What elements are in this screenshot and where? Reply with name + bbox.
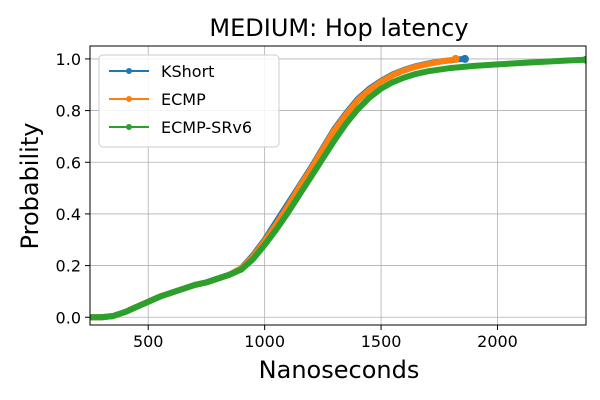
x-tick-label: 1500 — [361, 332, 402, 351]
y-tick-label: 0.4 — [56, 205, 81, 224]
series-line-ecmp-srv6 — [90, 56, 586, 321]
legend-marker — [126, 124, 132, 130]
y-tick-label: 0.0 — [56, 308, 81, 327]
series-end-point-ecmp — [451, 54, 460, 63]
y-tick-label: 0.6 — [56, 153, 81, 172]
legend-box — [98, 54, 280, 148]
x-axis-title: Nanoseconds — [259, 356, 420, 384]
y-axis-title: Probability — [16, 123, 44, 250]
ticks: 500 1000 1500 2000 0.0 0.2 0.4 0.6 0.8 1.0 — [56, 50, 518, 351]
legend: KShort ECMP ECMP-SRv6 — [98, 54, 280, 148]
x-tick-label: 500 — [133, 332, 164, 351]
legend-item-ecmp-srv6: ECMP-SRv6 — [109, 118, 252, 137]
series-layer — [90, 54, 586, 321]
y-tick-label: 1.0 — [56, 50, 81, 69]
series-end-point-ecmp-srv6 — [582, 55, 586, 64]
legend-label: KShort — [161, 62, 214, 81]
legend-marker — [126, 96, 132, 102]
series-ecmp-srv6 — [90, 55, 586, 321]
plot-frame — [89, 45, 587, 326]
legend-marker — [126, 68, 132, 74]
legend-label: ECMP-SRv6 — [161, 118, 252, 137]
grid — [90, 46, 586, 325]
x-tick-label: 2000 — [477, 332, 518, 351]
legend-item-kshort: KShort — [109, 62, 214, 81]
legend-label: ECMP — [161, 90, 206, 109]
x-tick-label: 1000 — [244, 332, 285, 351]
legend-item-ecmp: ECMP — [109, 90, 206, 109]
y-tick-label: 0.2 — [56, 257, 81, 276]
chart-title: MEDIUM: Hop latency — [209, 14, 468, 42]
y-tick-label: 0.8 — [56, 102, 81, 121]
series-end-point-kshort — [460, 54, 469, 63]
